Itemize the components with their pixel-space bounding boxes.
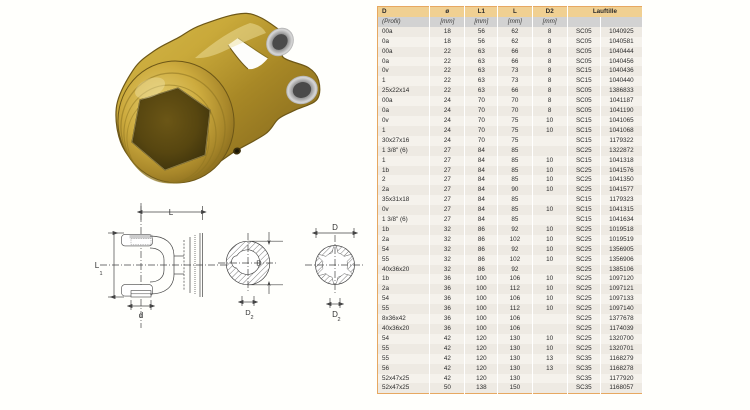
svg-text:2: 2 [250, 315, 253, 321]
svg-text:L: L [95, 261, 100, 270]
svg-text:D: D [256, 259, 262, 268]
svg-text:2: 2 [337, 317, 340, 323]
svg-text:d: d [139, 311, 143, 320]
svg-text:L: L [169, 208, 174, 217]
svg-text:D: D [332, 223, 338, 232]
svg-text:1: 1 [99, 271, 102, 277]
